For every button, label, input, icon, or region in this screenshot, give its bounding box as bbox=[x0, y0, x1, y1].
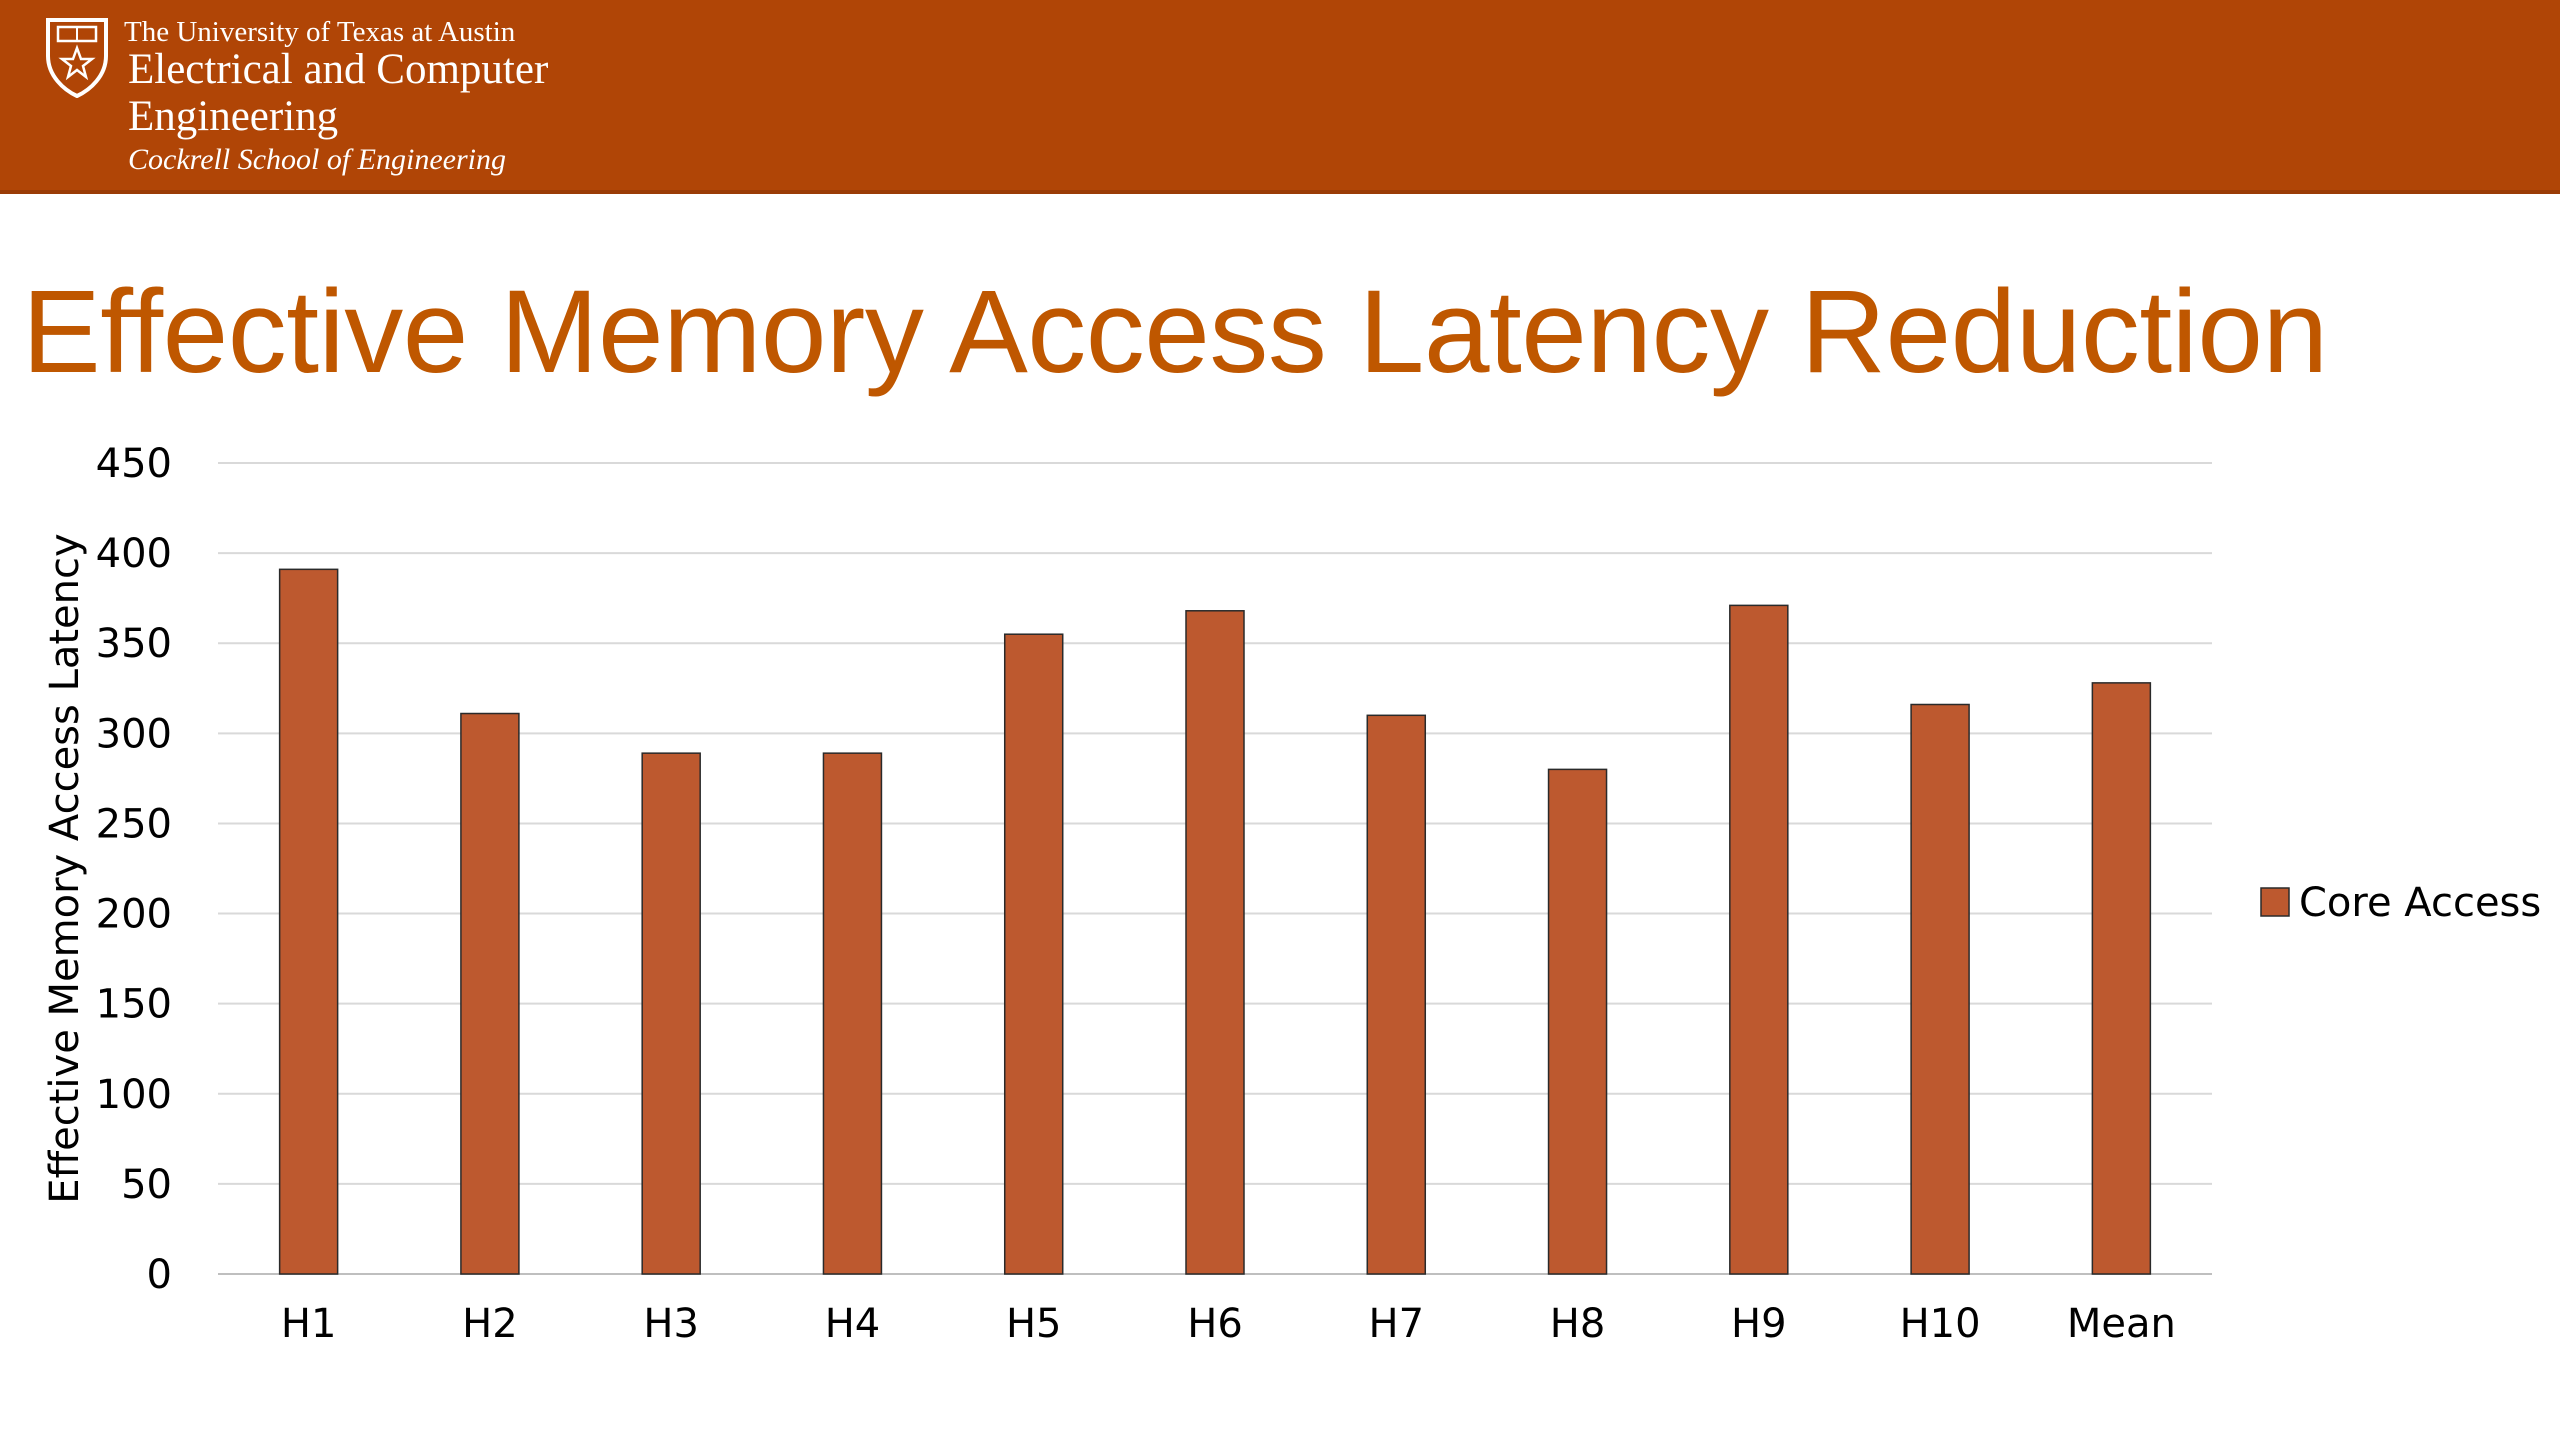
y-tick-label: 50 bbox=[121, 1162, 172, 1208]
y-tick-label: 300 bbox=[96, 711, 172, 757]
header-band: The University of Texas at Austin Electr… bbox=[0, 0, 2560, 194]
y-tick-label: 250 bbox=[96, 801, 172, 847]
y-tick-label: 400 bbox=[96, 531, 172, 577]
ut-shield-icon bbox=[46, 18, 108, 98]
university-name: The University of Texas at Austin bbox=[124, 16, 516, 48]
x-tick-label: H2 bbox=[462, 1301, 518, 1347]
bar-h1 bbox=[278, 568, 339, 1275]
legend-label-core-access: Core Access bbox=[2299, 880, 2541, 926]
bar-h10 bbox=[1910, 703, 1970, 1275]
chart-bars bbox=[278, 568, 2152, 1275]
department-name: Electrical and Computer Engineering bbox=[128, 46, 549, 140]
y-tick-label: 450 bbox=[96, 441, 172, 487]
bar-h4 bbox=[822, 752, 883, 1275]
x-tick-label: H5 bbox=[1006, 1301, 1062, 1347]
y-tick-label: 350 bbox=[96, 621, 172, 667]
y-tick-label: 100 bbox=[96, 1072, 172, 1118]
y-axis-ticks: 0 50 100 150 200 250 300 350 400 450 bbox=[96, 441, 172, 1298]
x-tick-label: H10 bbox=[1900, 1301, 1981, 1347]
bar-h6 bbox=[1185, 610, 1245, 1275]
x-tick-label: H8 bbox=[1550, 1301, 1606, 1347]
chart-legend: Core Access bbox=[2260, 880, 2541, 926]
x-axis-ticks: H1 H2 H3 H4 H5 H6 H7 H8 H9 H10 Mean bbox=[281, 1301, 2176, 1347]
x-tick-label: H6 bbox=[1187, 1301, 1243, 1347]
x-tick-label: H7 bbox=[1369, 1301, 1425, 1347]
school-name: Cockrell School of Engineering bbox=[128, 143, 506, 176]
bar-h5 bbox=[1003, 633, 1064, 1275]
y-tick-label: 200 bbox=[96, 892, 172, 938]
slide-title: Effective Memory Access Latency Reductio… bbox=[22, 266, 2328, 398]
bar-chart: 0 50 100 150 200 250 300 350 400 450 H1 H2 H3 H4 H5 H6… bbox=[42, 441, 2541, 1347]
bar-h3 bbox=[641, 752, 701, 1275]
x-tick-label: Mean bbox=[2067, 1301, 2176, 1347]
x-tick-label: H4 bbox=[825, 1301, 881, 1347]
bar-h2 bbox=[460, 712, 520, 1275]
x-tick-label: H3 bbox=[643, 1301, 699, 1347]
bar-h7 bbox=[1366, 714, 1427, 1275]
x-tick-label: H9 bbox=[1731, 1301, 1787, 1347]
y-tick-label: 150 bbox=[96, 982, 172, 1028]
legend-swatch bbox=[2260, 887, 2290, 917]
bar-mean bbox=[2091, 682, 2152, 1275]
bar-h9 bbox=[1729, 604, 1789, 1275]
bar-h8 bbox=[1547, 768, 1608, 1275]
x-tick-label: H1 bbox=[281, 1301, 337, 1347]
y-axis-label: Effective Memory Access Latency bbox=[42, 533, 88, 1203]
y-tick-label: 0 bbox=[147, 1252, 172, 1298]
